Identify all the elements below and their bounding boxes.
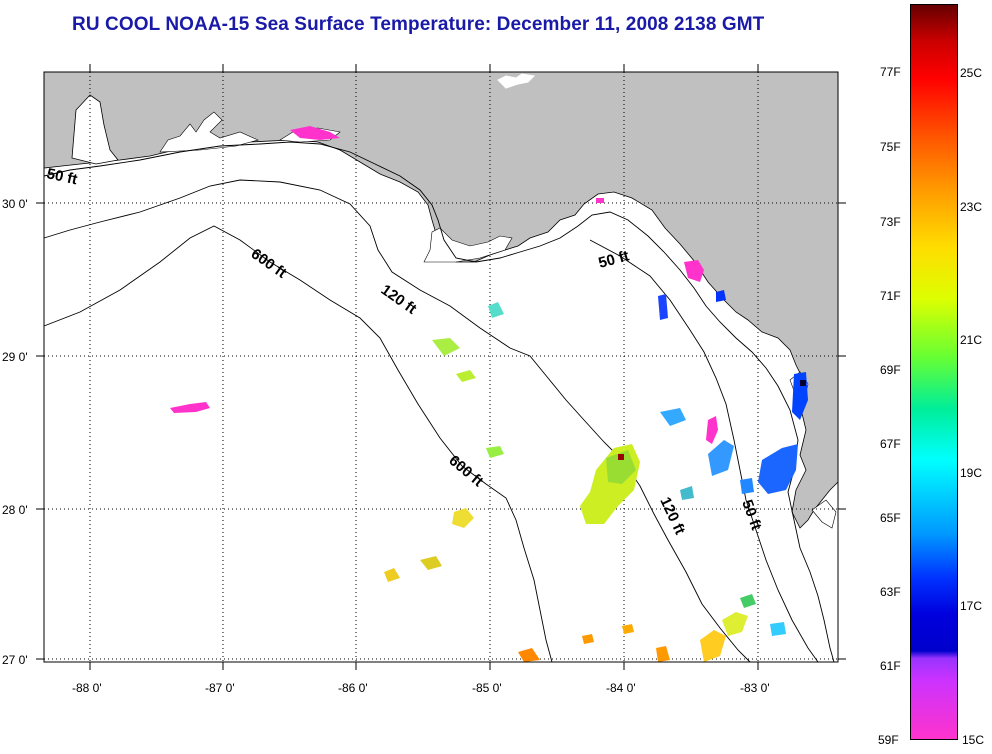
pensacola-bay	[159, 111, 259, 153]
cbar-c-25: 25C	[960, 66, 983, 80]
lon-label-86: -86 0'	[338, 681, 368, 695]
map-title: RU COOL NOAA-15 Sea Surface Temperature:…	[72, 14, 765, 35]
lon-label-84: -84 0'	[606, 681, 636, 695]
cbar-f-67: 67F	[880, 437, 901, 451]
cbar-f-71: 71F	[880, 289, 901, 303]
cbar-f-69: 69F	[880, 363, 901, 377]
apalachicola-bay	[423, 227, 513, 263]
mobile-bay	[71, 94, 119, 165]
cbar-c-17: 17C	[960, 599, 983, 613]
contour-120ft	[43, 179, 751, 663]
axis-ticks	[36, 64, 846, 670]
map-frame	[43, 71, 839, 663]
contour-label-50ft-west: 50 ft	[45, 165, 79, 188]
lat-label-27: 27 0'	[2, 653, 28, 667]
contour-600ft	[43, 225, 553, 663]
lat-label-29: 29 0'	[2, 350, 28, 364]
cbar-f-75: 75F	[880, 140, 901, 154]
cbar-c-23: 23C	[960, 200, 983, 214]
temperature-colorbar	[910, 4, 958, 740]
lon-label-88: -88 0'	[72, 681, 102, 695]
sst-patches	[170, 126, 808, 662]
cbar-f-59: 59F	[878, 733, 899, 747]
cbar-c-15: 15C	[962, 733, 985, 747]
charlotte-harbor	[811, 499, 837, 529]
cbar-f-65: 65F	[880, 511, 901, 525]
cbar-f-73: 73F	[880, 215, 901, 229]
cbar-f-77: 77F	[880, 65, 901, 79]
cbar-c-19: 19C	[960, 466, 983, 480]
lake-shape	[497, 73, 536, 89]
lon-label-85: -85 0'	[472, 681, 502, 695]
lat-label-28: 28 0'	[2, 503, 28, 517]
cbar-f-61: 61F	[880, 659, 901, 673]
grid-lines	[44, 72, 838, 662]
lat-label-30: 30 0'	[2, 197, 28, 211]
contour-50ft-peninsula	[589, 239, 819, 663]
cbar-c-21: 21C	[960, 333, 983, 347]
lon-label-83: -83 0'	[740, 681, 770, 695]
cbar-f-63: 63F	[880, 585, 901, 599]
lon-label-87: -87 0'	[205, 681, 235, 695]
